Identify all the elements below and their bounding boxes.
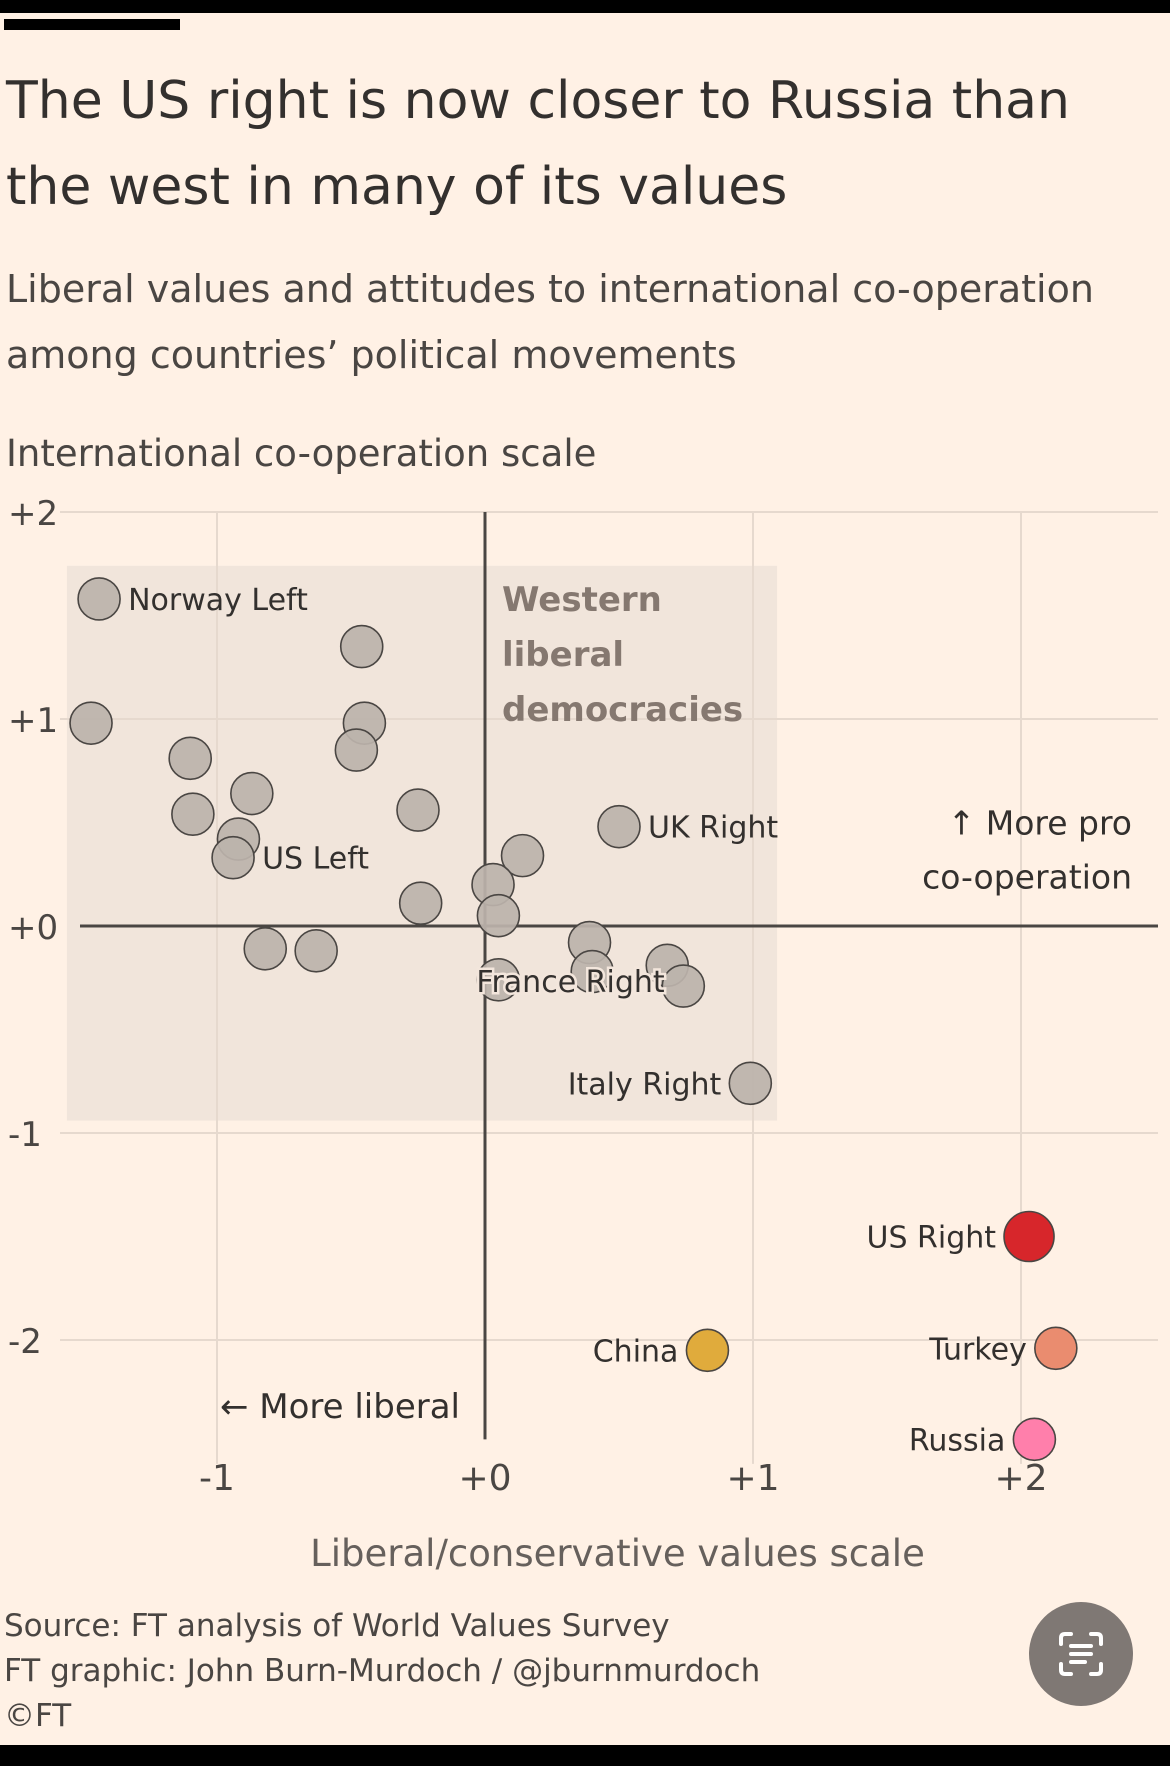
- scatter-chart: +2 +1 +0 -1 -2 -1 +0 +1 +2 Western liberal democra…: [8, 494, 1158, 1499]
- y-tick-label: +2: [8, 494, 58, 534]
- source-line: Source: FT analysis of World Values Surv…: [4, 1608, 670, 1644]
- scan-text-button[interactable]: [1029, 1602, 1133, 1706]
- nav-bar: [0, 1745, 1170, 1766]
- annotation-more-liberal: ← More liberal: [220, 1387, 460, 1427]
- data-point: [661, 964, 706, 1008]
- y-tick-label: +0: [8, 908, 58, 948]
- annotation-more-coop: ↑ More pro: [948, 804, 1132, 843]
- point-label: UK Right: [648, 811, 778, 846]
- region-label-line: democracies: [502, 690, 743, 730]
- data-point: [396, 788, 440, 832]
- data-point: [211, 835, 255, 880]
- data-point: [77, 577, 121, 621]
- data-point: [69, 701, 113, 745]
- data-point: [171, 792, 215, 837]
- data-point: [230, 771, 274, 816]
- annotation-more-coop: co-operation: [922, 858, 1132, 897]
- point-label: Russia: [909, 1423, 1006, 1458]
- data-point: [1034, 1326, 1078, 1371]
- region-western-liberal-democracies: [66, 565, 778, 1121]
- source-note: Source: FT analysis of World Values Surv…: [4, 1604, 760, 1739]
- point-label: China: [593, 1334, 679, 1369]
- y-tick-label: +1: [8, 701, 58, 741]
- x-tick-label: -1: [199, 1458, 235, 1499]
- point-label: US Left: [262, 842, 369, 877]
- data-point: [168, 736, 212, 781]
- data-point: [1003, 1210, 1055, 1263]
- copyright-line: ©FT: [4, 1698, 72, 1734]
- data-point: [334, 728, 379, 772]
- region-label-line: Western: [502, 580, 662, 620]
- data-point: [685, 1328, 730, 1373]
- point-label: France Right: [476, 965, 665, 1000]
- y-axis-label: International co-operation scale: [6, 432, 597, 475]
- data-point: [570, 949, 615, 994]
- data-point: [398, 881, 443, 926]
- region-label-line: liberal: [502, 635, 624, 675]
- x-tick-label: +1: [726, 1458, 779, 1499]
- credit-line: FT graphic: John Burn-Murdoch / @jburnmu…: [4, 1653, 761, 1689]
- data-point: [597, 804, 641, 849]
- y-tick-label: -1: [8, 1115, 42, 1155]
- status-bar: [0, 0, 1170, 13]
- y-tick-label: -2: [8, 1322, 42, 1362]
- data-point: [476, 958, 521, 1002]
- x-tick-label: +2: [994, 1458, 1047, 1499]
- chart-subtitle: Liberal values and attitudes to internat…: [6, 267, 1094, 377]
- data-point: [1012, 1417, 1057, 1462]
- point-label: Turkey: [928, 1332, 1027, 1367]
- data-point: [476, 893, 521, 938]
- chart-title: The US right is now closer to Russia tha…: [6, 71, 1070, 217]
- point-label: Norway Left: [128, 583, 308, 618]
- point-label: Italy Right: [568, 1067, 722, 1102]
- scan-text-icon: [1059, 1632, 1103, 1676]
- data-point: [500, 833, 545, 878]
- x-axis-label: Liberal/conservative values scale: [310, 1532, 925, 1575]
- ft-accent-bar: [4, 19, 180, 30]
- data-point: [728, 1061, 773, 1106]
- x-tick-label: +0: [458, 1458, 511, 1499]
- data-point: [339, 624, 384, 669]
- point-label: US Right: [866, 1221, 996, 1256]
- data-point: [243, 926, 288, 971]
- data-point: [294, 929, 338, 973]
